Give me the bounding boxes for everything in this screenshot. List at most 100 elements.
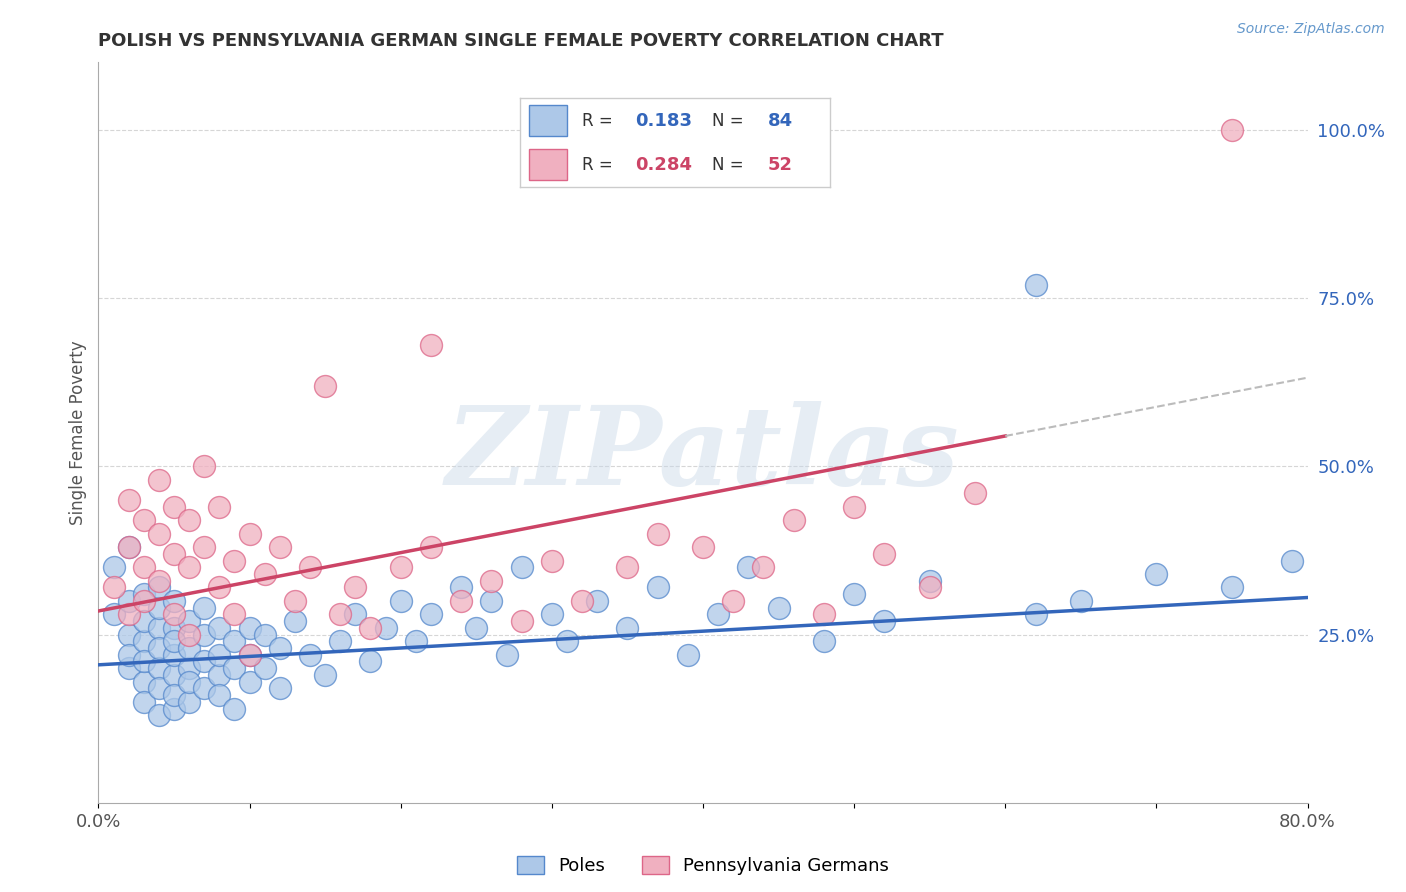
Point [103,581,125,595]
Point [1070,594,1092,608]
Point [224,634,246,648]
Point [269,640,291,655]
Point [148,526,170,541]
Point [239,526,262,541]
Legend: Poles, Pennsylvania Germans: Poles, Pennsylvania Germans [517,855,889,875]
Point [571,594,593,608]
Point [374,621,396,635]
Point [132,634,155,648]
Point [450,581,472,595]
Point [179,674,201,689]
Point [284,614,307,628]
Point [299,648,322,662]
Point [163,668,186,682]
Point [873,547,896,561]
Point [707,607,730,622]
Point [344,607,367,622]
Point [224,553,246,567]
Point [163,607,186,622]
Point [208,688,231,702]
Text: R =: R = [582,112,619,130]
Point [208,668,231,682]
Point [1024,277,1046,292]
Point [163,648,186,662]
Point [253,627,276,641]
Point [148,473,170,487]
Point [481,574,503,588]
Point [163,500,186,514]
Point [193,459,215,474]
Point [103,560,125,574]
Point [344,581,367,595]
Point [148,600,170,615]
Point [510,560,533,574]
Point [783,513,806,527]
Point [132,655,155,669]
Point [118,607,141,622]
Point [360,655,382,669]
FancyBboxPatch shape [530,149,567,180]
Point [148,574,170,588]
Point [193,681,215,696]
Text: 84: 84 [768,112,793,130]
Point [148,681,170,696]
Point [1281,553,1303,567]
Point [224,701,246,715]
Point [813,634,835,648]
Point [723,594,745,608]
Point [118,540,141,554]
Point [179,695,201,709]
Point [450,594,472,608]
Point [389,594,412,608]
Point [132,513,155,527]
Point [420,607,443,622]
Point [239,648,262,662]
Point [752,560,775,574]
Point [132,695,155,709]
Point [360,621,382,635]
Point [132,587,155,601]
Point [813,607,835,622]
Point [118,648,141,662]
Point [1024,607,1046,622]
Point [768,600,790,615]
Point [163,547,186,561]
Point [118,594,141,608]
Point [193,655,215,669]
Point [918,581,941,595]
Point [179,661,201,675]
Text: N =: N = [711,112,749,130]
Point [329,607,352,622]
Point [193,627,215,641]
Point [208,581,231,595]
Point [1220,122,1243,136]
Point [465,621,488,635]
Text: 52: 52 [768,155,793,174]
Point [495,648,517,662]
Point [132,674,155,689]
Point [873,614,896,628]
Point [420,338,443,352]
Point [540,607,562,622]
Point [239,648,262,662]
Point [208,621,231,635]
Point [132,614,155,628]
Text: 0.183: 0.183 [634,112,692,130]
Point [1144,566,1167,581]
Point [163,701,186,715]
Point [179,560,201,574]
Point [118,540,141,554]
Point [132,594,155,608]
Point [647,581,669,595]
Point [965,486,987,500]
Point [405,634,427,648]
Point [239,621,262,635]
Point [299,560,322,574]
Point [179,513,201,527]
Point [193,600,215,615]
Point [555,634,578,648]
Point [1220,581,1243,595]
Text: POLISH VS PENNSYLVANIA GERMAN SINGLE FEMALE POVERTY CORRELATION CHART: POLISH VS PENNSYLVANIA GERMAN SINGLE FEM… [98,32,943,50]
Point [510,614,533,628]
Point [179,614,201,628]
